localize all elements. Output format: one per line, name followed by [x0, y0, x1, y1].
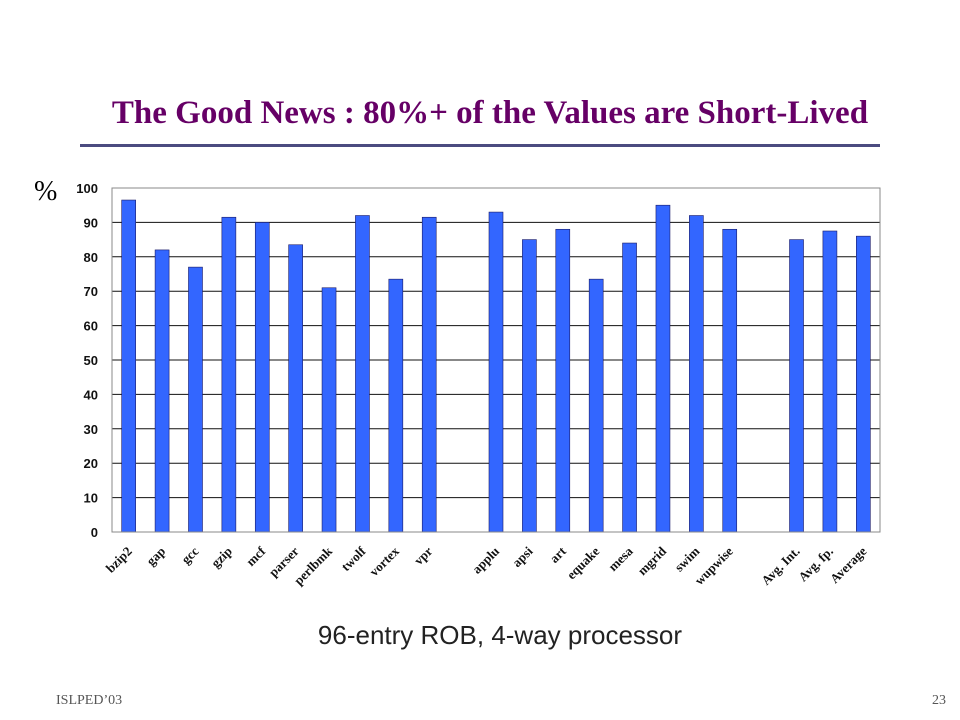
- bar: [288, 244, 303, 533]
- bar: [388, 278, 404, 533]
- footer-conference: ISLPED’03: [56, 693, 123, 708]
- x-tick-label: bzip2: [103, 544, 135, 576]
- y-axis-label: %: [34, 176, 58, 207]
- bar: [121, 199, 136, 533]
- bar: [555, 228, 571, 533]
- y-tick-label: 10: [84, 491, 98, 506]
- bar: [154, 249, 170, 533]
- x-tick-label: gcc: [178, 543, 202, 567]
- x-tick-label: gap: [143, 544, 168, 569]
- bar: [655, 204, 671, 533]
- x-tick-label: art: [547, 543, 570, 566]
- x-tick-label: gzip: [208, 544, 235, 571]
- y-tick-label: 70: [84, 284, 98, 299]
- y-tick-label: 100: [76, 181, 98, 196]
- bar: [355, 215, 370, 533]
- y-tick-label: 0: [91, 525, 98, 540]
- bar: [221, 216, 237, 533]
- chart-caption: 96-entry ROB, 4-way processor: [317, 620, 683, 650]
- x-tick-label: mesa: [605, 543, 636, 574]
- x-tick-label: vpr: [411, 543, 436, 568]
- bar: [588, 278, 604, 533]
- bar: [856, 235, 871, 533]
- y-tick-label: 60: [84, 319, 98, 334]
- bar: [622, 242, 637, 533]
- x-tick-label: mcf: [243, 543, 269, 569]
- y-tick-label: 50: [84, 353, 98, 368]
- bar: [789, 239, 804, 533]
- y-tick-label: 90: [84, 215, 98, 230]
- y-tick-label: 80: [84, 250, 98, 265]
- bar: [421, 216, 437, 533]
- x-tick-label: perlbmk: [291, 543, 336, 588]
- x-tick-label: vortex: [366, 543, 402, 579]
- y-tick-labels: 0 10 20 30 40 50 60 70 80 90 100: [76, 181, 98, 540]
- x-tick-label: applu: [469, 544, 502, 577]
- page-number: 23: [932, 693, 946, 708]
- y-tick-label: 30: [84, 422, 98, 437]
- plot-frame: [111, 187, 881, 533]
- bar: [689, 215, 704, 533]
- x-tick-label: Average: [827, 543, 870, 586]
- y-tick-label: 40: [84, 387, 98, 402]
- bar: [522, 239, 537, 533]
- bars: [121, 199, 871, 533]
- x-tick-label: twolf: [338, 543, 369, 574]
- bar: [321, 287, 337, 533]
- bar: [188, 266, 203, 533]
- bar: [822, 230, 838, 533]
- slide-title: The Good News : 80%+ of the Values are S…: [111, 95, 869, 131]
- x-tick-label: Avg. Int.: [758, 544, 802, 588]
- bar: [254, 222, 270, 533]
- y-tick-label: 20: [84, 456, 98, 471]
- x-tick-label: equake: [564, 543, 603, 582]
- bar: [488, 211, 504, 533]
- x-tick-label: mgrid: [634, 543, 669, 578]
- x-tick-label: apsi: [509, 543, 536, 570]
- title-divider: [80, 144, 880, 147]
- bar: [722, 228, 738, 533]
